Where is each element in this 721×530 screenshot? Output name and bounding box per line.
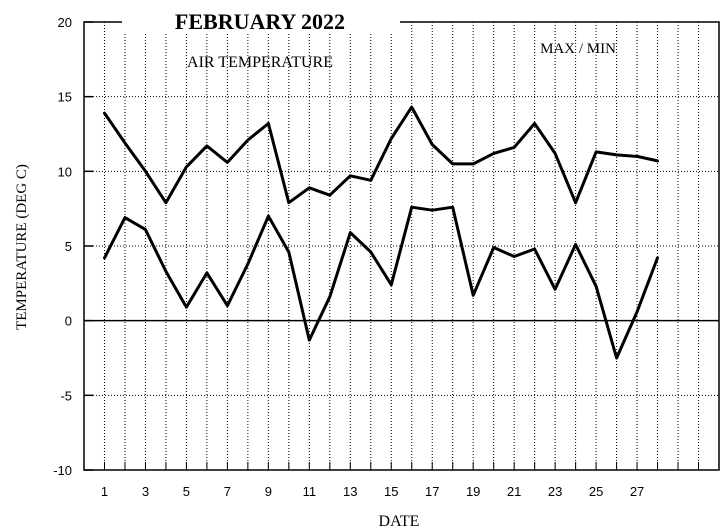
x-tick-label: 3 — [142, 484, 149, 499]
x-tick-label: 13 — [343, 484, 357, 499]
y-tick-label: 20 — [58, 15, 72, 30]
chart-subtitle: AIR TEMPERATURE — [187, 54, 333, 71]
y-tick-label: 10 — [58, 164, 72, 179]
title-backdrop — [122, 6, 400, 34]
x-tick-label: 9 — [265, 484, 272, 499]
x-tick-label: 19 — [466, 484, 480, 499]
x-tick-label: 5 — [183, 484, 190, 499]
max-temperature-line — [103, 105, 659, 205]
x-tick-label: 21 — [507, 484, 521, 499]
chart-title: FEBRUARY 2022 — [175, 9, 345, 34]
grid — [84, 22, 719, 470]
y-tick-label: -10 — [53, 463, 72, 478]
x-axis-ticks: 1 3 5 7 9 11 13 15 17 19 21 23 25 27 — [101, 462, 700, 499]
y-tick-label: 0 — [65, 314, 72, 329]
y-tick-label: -5 — [60, 388, 72, 403]
x-axis-label: DATE — [379, 513, 420, 530]
y-axis-label: TEMPERATURE (DEG C) — [14, 164, 30, 330]
series-lines — [103, 105, 659, 360]
x-tick-label: 7 — [224, 484, 231, 499]
y-tick-label: 15 — [58, 90, 72, 105]
x-tick-label: 23 — [548, 484, 562, 499]
x-tick-label: 27 — [630, 484, 644, 499]
legend-note: MAX / MIN — [540, 41, 616, 57]
x-tick-label: 15 — [384, 484, 398, 499]
x-tick-label: 1 — [101, 484, 108, 499]
y-axis-ticks: 20 15 10 5 0 -5 -10 — [53, 15, 93, 478]
min-temperature-line — [103, 205, 659, 360]
y-tick-label: 5 — [65, 239, 72, 254]
x-tick-label: 25 — [589, 484, 603, 499]
x-tick-label: 11 — [303, 484, 317, 499]
x-tick-label: 17 — [425, 484, 439, 499]
